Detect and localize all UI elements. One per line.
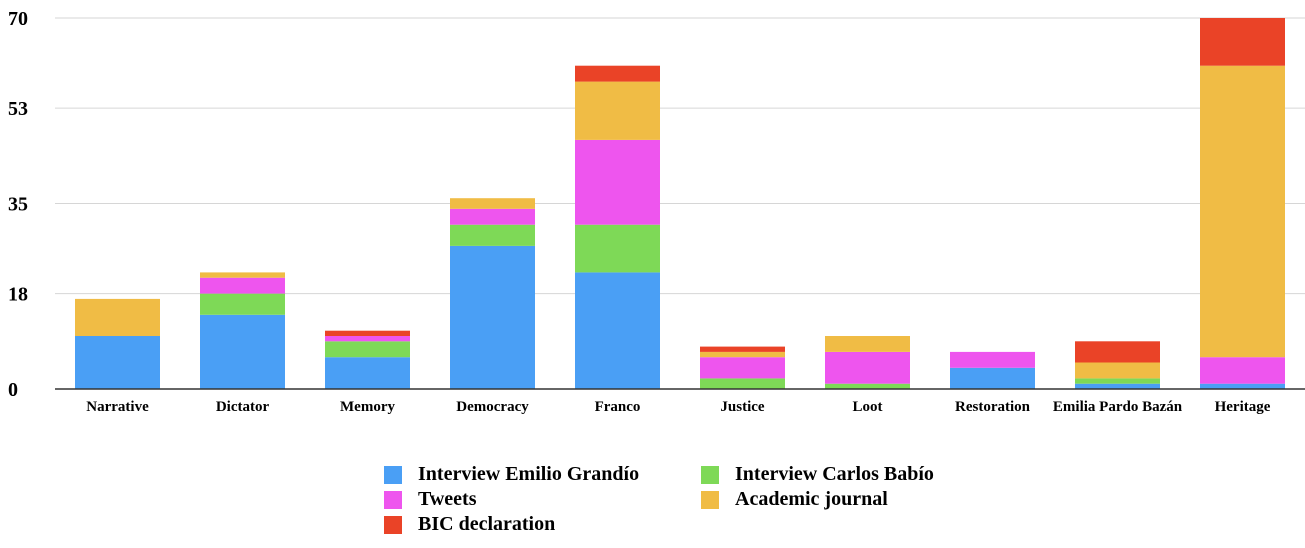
bar-segment — [1200, 383, 1285, 389]
bar-segment — [1075, 383, 1160, 389]
x-tick-label: Loot — [853, 399, 883, 415]
bar-segment — [575, 81, 660, 140]
legend-swatch — [701, 465, 719, 484]
legend-item: Interview Carlos Babío — [701, 463, 934, 486]
bar-segment — [200, 277, 285, 294]
bar-segment — [1075, 378, 1160, 384]
legend-swatch — [384, 515, 402, 534]
bar-segment — [575, 139, 660, 225]
legend-item: Academic journal — [701, 488, 888, 511]
bar-segment — [700, 351, 785, 358]
x-tick-label: Memory — [340, 399, 395, 415]
bar-segment — [325, 357, 410, 389]
x-tick-label: Narrative — [86, 399, 149, 415]
bar-segment — [825, 383, 910, 389]
x-tick-label: Franco — [595, 399, 641, 415]
bar-segment — [325, 330, 410, 336]
y-tick-label: 70 — [8, 8, 28, 30]
bar-segment — [75, 336, 160, 389]
bar-segment — [75, 298, 160, 336]
x-tick-label: Dictator — [216, 399, 270, 415]
bar-segment — [1075, 341, 1160, 363]
bar-segment — [575, 65, 660, 82]
bar-segment — [325, 336, 410, 342]
bar-segment — [700, 346, 785, 352]
axes: 0 18 35 53 70 Narrative Dictator Memory Democrac… — [8, 8, 1305, 415]
legend-item: Interview Emilio Grandío — [384, 463, 639, 486]
legend-label: Interview Emilio Grandío — [418, 463, 640, 485]
x-tick-label: Justice — [720, 399, 765, 415]
bar-segment — [450, 208, 535, 225]
bar-segment — [700, 357, 785, 379]
legend-swatch — [701, 490, 719, 509]
bar-segment — [950, 351, 1035, 368]
bar-segment — [1200, 65, 1285, 358]
bar-segment — [450, 198, 535, 209]
gridlines — [55, 17, 1305, 295]
legend-label: Interview Carlos Babío — [735, 463, 934, 485]
bar-segment — [450, 224, 535, 246]
bar-segment — [325, 341, 410, 358]
x-tick-label: Democracy — [456, 399, 529, 415]
bar-segment — [950, 367, 1035, 389]
legend-label: BIC declaration — [418, 513, 556, 535]
y-tick-label: 35 — [8, 194, 28, 216]
bar-segment — [1200, 357, 1285, 384]
bar-segment — [575, 272, 660, 389]
legend-label: Tweets — [418, 488, 477, 510]
bar-segment — [1200, 18, 1285, 66]
y-tick-label: 18 — [8, 284, 28, 306]
legend-label: Academic journal — [735, 488, 888, 510]
x-tick-label: Heritage — [1215, 399, 1271, 415]
y-tick-label: 0 — [8, 379, 18, 401]
x-tick-label: Emilia Pardo Bazán — [1053, 399, 1183, 415]
bar-segment — [450, 245, 535, 389]
y-tick-label: 53 — [8, 98, 28, 120]
bar-segment — [700, 378, 785, 389]
legend-item: Tweets — [384, 488, 477, 511]
legend-swatch — [384, 465, 402, 484]
legend-item: BIC declaration — [384, 513, 555, 536]
bar-segment — [200, 272, 285, 278]
bars — [75, 18, 1285, 389]
bar-segment — [200, 314, 285, 389]
bar-segment — [200, 293, 285, 315]
bar-segment — [825, 336, 910, 352]
bar-segment — [1075, 362, 1160, 379]
x-tick-label: Restoration — [955, 399, 1031, 415]
legend-swatch — [384, 490, 402, 509]
bar-segment — [825, 351, 910, 384]
bar-segment — [575, 224, 660, 273]
